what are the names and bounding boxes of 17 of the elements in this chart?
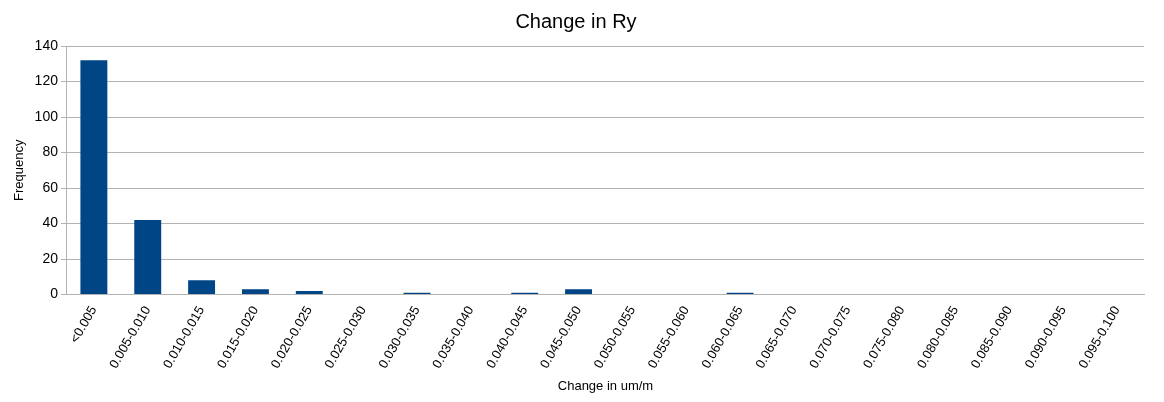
x-axis-title: Change in um/m	[557, 377, 654, 393]
y-tick-label: 0	[50, 285, 59, 302]
y-tick-label: 140	[34, 36, 59, 53]
y-axis-title: Frequency	[11, 139, 27, 201]
y-tick-label: 40	[42, 214, 59, 231]
bar	[134, 219, 162, 294]
y-tick-label: 100	[34, 107, 59, 124]
y-tick-label: 120	[34, 72, 59, 89]
bar	[241, 289, 269, 294]
bar	[80, 60, 108, 294]
bar	[295, 290, 323, 294]
chart-title: Change in Ry	[515, 9, 637, 32]
bar	[188, 280, 216, 294]
bar	[565, 289, 593, 294]
y-tick-label: 20	[42, 249, 59, 266]
y-tick-label: 80	[42, 143, 59, 160]
y-tick-label: 60	[42, 178, 59, 195]
